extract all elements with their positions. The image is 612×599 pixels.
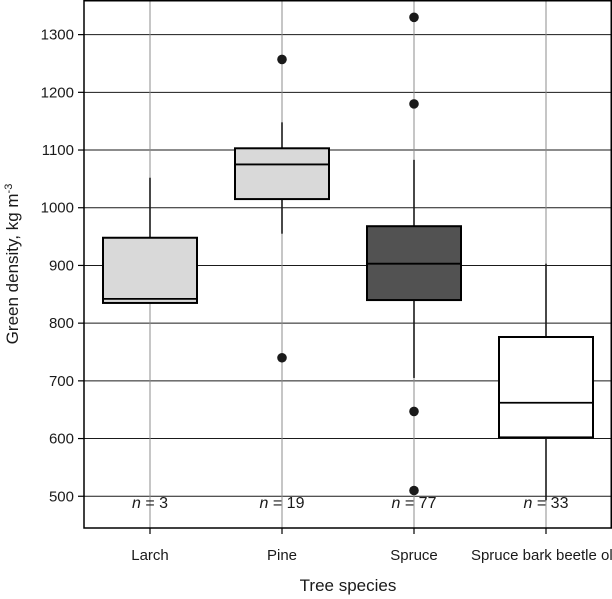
y-tick-label: 1000 [41, 200, 74, 217]
box-group [102, 177, 198, 304]
x-axis-ticks: Larch Pine Spruce Spruce bark beetle old [131, 528, 612, 564]
sample-size-value: = 19 [268, 495, 304, 512]
y-axis-ticks: 500 600 700 800 900 1000 1100 1200 1300 [41, 27, 84, 505]
y-axis-title: Green density, kg m-3 [3, 184, 22, 345]
x-axis-title: Tree species [300, 576, 397, 595]
sample-size-label: n = 19 [260, 495, 305, 512]
sample-size-symbol: n [132, 495, 141, 512]
box-iqr [102, 236, 198, 304]
sample-size-label: n = 33 [524, 495, 569, 512]
x-tick-label: Spruce bark beetle old [471, 547, 612, 564]
sample-size-symbol: n [392, 495, 401, 512]
box-group [366, 12, 462, 496]
box-group [498, 263, 594, 501]
y-tick-label: 1100 [42, 142, 74, 159]
y-tick-label: 700 [49, 373, 74, 390]
y-axis-title-superscript: -3 [3, 184, 15, 194]
y-tick-label: 600 [49, 431, 74, 448]
y-tick-label: 900 [49, 257, 74, 274]
box-iqr [498, 335, 594, 439]
outlier-point [277, 352, 287, 363]
sample-size-label: n = 77 [392, 495, 437, 512]
outlier-point [409, 485, 419, 496]
sample-size-value: = 3 [141, 495, 168, 512]
plot-frame [83, 0, 612, 529]
box-iqr [234, 147, 330, 201]
y-axis-title-text: Green density, kg m [3, 193, 22, 344]
x-tick-label: Spruce [390, 547, 438, 564]
box-series [102, 12, 594, 501]
outlier-point [409, 12, 419, 23]
sample-size-value: = 33 [532, 495, 568, 512]
y-tick-label: 800 [49, 315, 74, 332]
sample-size-label: n = 3 [132, 495, 168, 512]
x-tick-label: Pine [267, 547, 297, 564]
sample-size-value: = 77 [400, 495, 436, 512]
x-tick-label: Larch [131, 547, 169, 564]
box-group [234, 54, 330, 363]
y-tick-label: 500 [49, 488, 74, 505]
outlier-point [409, 99, 419, 109]
sample-size-symbol: n [260, 495, 269, 512]
outlier-point [409, 406, 419, 417]
outlier-point [277, 54, 287, 65]
sample-size-symbol: n [524, 495, 533, 512]
y-tick-label: 1200 [41, 84, 74, 101]
y-tick-label: 1300 [41, 27, 74, 44]
